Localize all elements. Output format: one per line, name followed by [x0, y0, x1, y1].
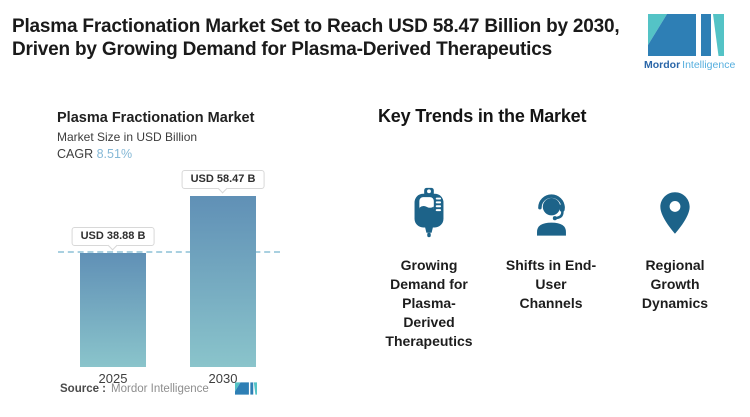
source-value: Mordor Intelligence: [111, 383, 209, 395]
page-title: Plasma Fractionation Market Set to Reach…: [12, 16, 620, 60]
brand-name-bold: Mordor: [644, 59, 681, 71]
bar-value-label-2030: USD 58.47 B: [181, 170, 265, 189]
bar-chart-plot: USD 38.88 B USD 58.47 B 2025 2030: [58, 170, 280, 386]
trend-label: Growing Demand for Plasma- Derived Thera…: [385, 257, 473, 349]
mordor-intelligence-logo-icon: [648, 14, 724, 56]
brand-logo: Mordor Intelligence: [644, 14, 735, 71]
key-trends-panel: Key Trends in the Market Growing De: [378, 106, 740, 396]
trend-item-end-user-channels: Shifts in End- User Channels: [496, 186, 606, 313]
source-attribution: Source : Mordor Intelligence: [60, 383, 209, 395]
cagr-label: CAGR: [57, 147, 94, 161]
threshold-dashed-line: [58, 251, 280, 254]
market-chart-panel: Plasma Fractionation Market Market Size …: [57, 110, 362, 395]
key-trends-heading: Key Trends in the Market: [378, 106, 587, 126]
x-axis-tick-2025: 2025: [98, 371, 128, 386]
trend-item-plasma-demand: Growing Demand for Plasma- Derived Thera…: [374, 186, 484, 351]
source-label: Source :: [60, 383, 107, 395]
cagr-row: CAGR 8.51%: [57, 147, 362, 161]
chart-subtitle: Market Size in USD Billion: [57, 130, 198, 144]
headset-agent-icon: [496, 186, 606, 240]
trend-item-regional-growth: Regional Growth Dynamics: [620, 186, 730, 313]
cagr-value: 8.51%: [96, 147, 133, 161]
mini-brand-logo-icon: [235, 382, 257, 395]
bar-2025: [80, 253, 146, 367]
trend-label: Regional Growth Dynamics: [641, 257, 709, 311]
bar-2030: [190, 196, 256, 367]
brand-name-light: Intelligence: [682, 59, 736, 71]
map-pin-icon: [620, 186, 730, 240]
bar-value-label-2025: USD 38.88 B: [71, 227, 155, 247]
trend-label: Shifts in End- User Channels: [505, 257, 597, 311]
chart-title: Plasma Fractionation Market: [57, 110, 255, 126]
brand-wordmark: Mordor Intelligence: [644, 59, 735, 71]
x-axis-tick-2030: 2030: [208, 371, 238, 386]
iv-bag-icon: [374, 186, 484, 240]
